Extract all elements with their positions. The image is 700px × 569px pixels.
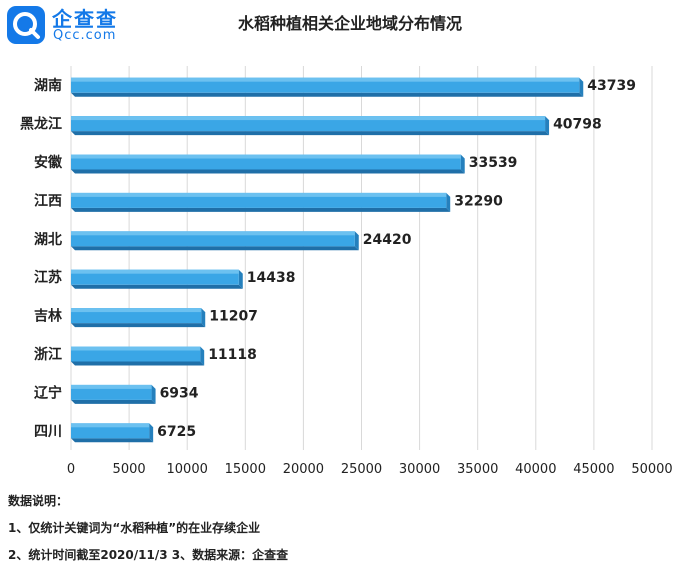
x-tick-label-1: 5000: [113, 462, 146, 477]
bar-shadow-6: [71, 323, 206, 328]
bar-shadow-8: [71, 399, 156, 404]
data-notes: 数据说明： 1、仅统计关键词为“水稻种植”的在业存续企业 2、统计时间截至202…: [8, 488, 288, 569]
bar-highlight-7: [71, 346, 201, 351]
bar-shadow-9: [71, 438, 154, 443]
value-label-6: 11207: [209, 309, 258, 325]
bar-shadow-3: [71, 207, 451, 212]
chart-title: 水稻种植相关企业地域分布情况: [237, 14, 462, 33]
value-label-8: 6934: [160, 385, 199, 401]
bar-side-8: [151, 384, 156, 404]
value-label-0: 43739: [587, 78, 636, 94]
bar-side-6: [201, 308, 206, 328]
category-label-2: 安徽: [34, 154, 63, 171]
notes-heading: 数据说明：: [8, 494, 69, 508]
bar-highlight-6: [71, 308, 202, 313]
value-label-7: 11118: [208, 347, 257, 363]
bar-shadow-2: [71, 169, 465, 174]
bar-side-5: [238, 269, 243, 289]
category-label-5: 江苏: [34, 269, 62, 286]
brand-logo: 企查查 Qcc.com: [6, 2, 146, 48]
bar-highlight-2: [71, 154, 461, 159]
bar-highlight-4: [71, 231, 355, 236]
bar-highlight-0: [71, 77, 580, 82]
x-tick-label-5: 25000: [341, 462, 382, 477]
bar-side-4: [354, 231, 359, 251]
bar-shadow-4: [71, 246, 359, 251]
bar-shadow-1: [71, 131, 550, 136]
bar-highlight-1: [71, 116, 546, 121]
bar-side-1: [545, 116, 550, 136]
value-label-1: 40798: [553, 117, 602, 133]
brand-domain: Qcc.com: [53, 28, 117, 43]
category-label-6: 吉林: [34, 308, 62, 325]
notes-line-1: 1、仅统计关键词为“水稻种植”的在业存续企业: [8, 521, 261, 535]
value-label-5: 14438: [247, 270, 296, 286]
bar-side-7: [200, 346, 205, 366]
bar-shadow-0: [71, 92, 584, 97]
bar-highlight-3: [71, 192, 447, 197]
category-label-3: 江西: [34, 192, 62, 209]
x-tick-label-4: 20000: [283, 462, 324, 477]
bar-highlight-5: [71, 269, 239, 274]
bar-side-3: [446, 192, 451, 212]
brand-name: 企查查: [52, 7, 118, 31]
category-label-0: 湖南: [34, 77, 62, 94]
value-label-4: 24420: [363, 232, 412, 248]
x-tick-label-10: 50000: [631, 462, 672, 477]
category-label-4: 湖北: [34, 232, 62, 248]
category-label-7: 浙江: [34, 346, 62, 363]
x-tick-label-9: 45000: [573, 462, 614, 477]
qcc-logo-icon: [7, 6, 45, 44]
category-label-1: 黑龙江: [20, 116, 62, 133]
value-label-2: 33539: [469, 155, 518, 171]
bar-highlight-8: [71, 384, 152, 389]
bar-chart: 0 5000 10000 15000 20000 25000 30000 35000 40000…: [20, 66, 673, 477]
x-tick-label-8: 40000: [515, 462, 556, 477]
bar-side-0: [579, 77, 584, 97]
bar-side-2: [460, 154, 465, 174]
x-tick-label-0: 0: [67, 462, 75, 477]
category-label-8: 辽宁: [34, 384, 62, 401]
x-tick-label-7: 35000: [457, 462, 498, 477]
notes-line-2: 2、统计时间截至2020/11/3 3、数据来源：企查查: [8, 548, 289, 562]
x-tick-label-6: 30000: [399, 462, 440, 477]
bar-shadow-5: [71, 284, 243, 289]
x-tick-label-2: 10000: [167, 462, 208, 477]
bar-shadow-7: [71, 361, 205, 366]
x-tick-label-3: 15000: [225, 462, 266, 477]
category-label-9: 四川: [34, 424, 62, 440]
bar-side-9: [149, 423, 154, 443]
value-label-3: 32290: [454, 193, 503, 209]
bar-highlight-9: [71, 423, 150, 428]
value-label-9: 6725: [157, 424, 196, 440]
